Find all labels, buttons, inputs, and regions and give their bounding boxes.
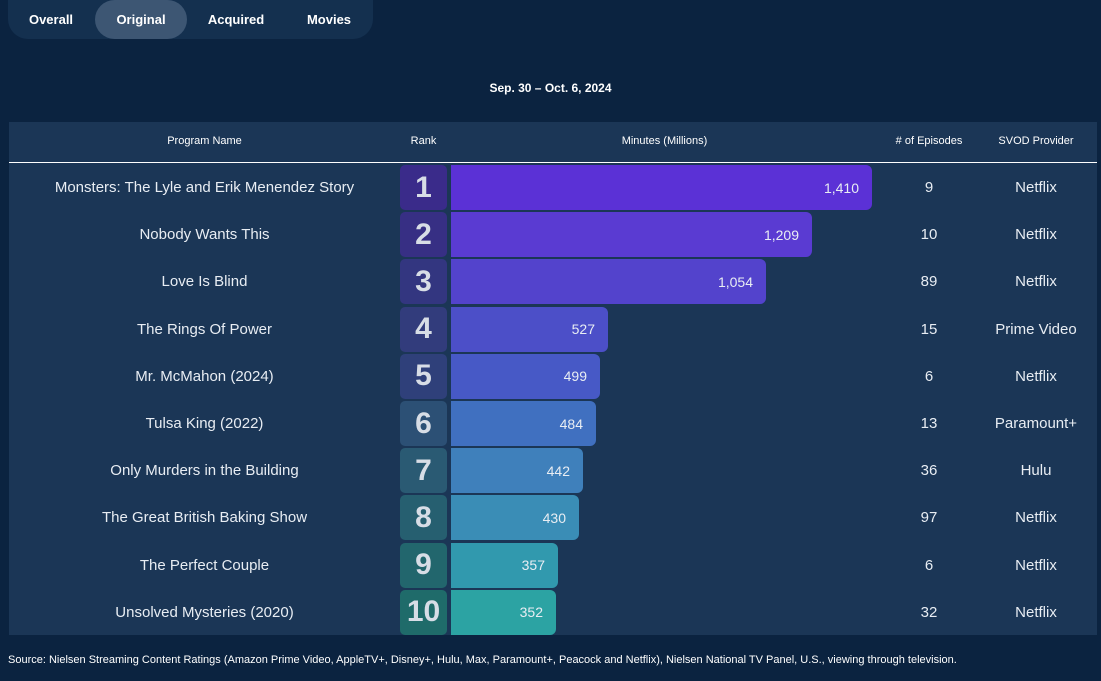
rank-badge: 10 [400,589,447,635]
minutes-bar [451,259,766,305]
episode-count: 10 [920,226,938,244]
minutes-bar [451,542,558,588]
minutes-value-label: 1,209 [763,226,799,243]
minutes-value-label: 430 [542,509,566,526]
rank-badge: 1 [400,165,447,210]
header-minutes: Minutes (Millions) [621,135,708,147]
table-row: Tulsa King (2022) 6 484 13 Paramount+ [9,400,1097,447]
minutes-bar [451,589,556,635]
episode-count: 13 [920,415,938,432]
minutes-bar [451,165,872,210]
table-row: Mr. McMahon (2024) 5 499 6 Netflix [9,353,1097,400]
minutes-bar [451,495,579,541]
rank-badge: 7 [400,448,447,494]
episode-count: 9 [924,179,934,196]
header-episodes: # of Episodes [895,135,963,147]
rank-badge: 4 [400,306,447,352]
svod-provider: Netflix [1015,179,1057,196]
program-name: Monsters: The Lyle and Erik Menendez Sto… [54,179,355,196]
tab-movies[interactable]: Movies [306,12,352,27]
minutes-value-label: 352 [519,604,543,621]
table-row: Nobody Wants This 2 1,209 10 Netflix [9,211,1097,258]
episode-count: 97 [920,509,938,527]
rank-badge: 2 [400,212,447,258]
program-name: Love Is Blind [161,273,248,291]
minutes-bar [451,448,583,494]
rank-badge: 5 [400,353,447,399]
table-row: Monsters: The Lyle and Erik Menendez Sto… [9,164,1097,211]
svod-provider: Netflix [1015,273,1057,291]
minutes-value-label: 442 [546,462,570,479]
minutes-bar [451,353,600,399]
date-range: Sep. 30 – Oct. 6, 2024 [489,81,612,95]
program-name: Unsolved Mysteries (2020) [115,603,294,621]
source-note: Source: Nielsen Streaming Content Rating… [8,654,957,666]
svod-provider: Prime Video [995,320,1077,338]
program-name: The Perfect Couple [139,556,270,574]
minutes-bar [451,401,596,446]
rank-badge: 3 [400,259,447,305]
minutes-value-label: 1,054 [717,273,753,290]
minutes-value-label: 1,410 [823,179,859,196]
minutes-value-label: 357 [521,557,545,574]
table-row: The Rings Of Power 4 527 15 Prime Video [9,306,1097,353]
program-name: The Rings Of Power [136,320,273,338]
program-name: Only Murders in the Building [110,462,299,480]
program-name: Mr. McMahon (2024) [135,367,274,385]
rank-badge: 9 [400,542,447,588]
program-name: Tulsa King (2022) [145,415,264,432]
episode-count: 6 [924,556,934,574]
episode-count: 32 [920,603,938,621]
episode-count: 36 [920,462,938,480]
table-row: Love Is Blind 3 1,054 89 Netflix [9,258,1097,305]
minutes-value-label: 499 [563,368,587,385]
svod-provider: Paramount+ [994,415,1078,432]
category-tabs: Overall Original Acquired Movies [8,0,373,39]
header-provider: SVOD Provider [998,135,1074,147]
minutes-bar [451,306,608,352]
program-name: The Great British Baking Show [101,509,308,527]
tab-original[interactable]: Original [95,0,187,39]
table-row: The Perfect Couple 9 357 6 Netflix [9,542,1097,589]
program-name: Nobody Wants This [139,226,270,244]
header-program-name: Program Name [167,135,242,147]
minutes-value-label: 527 [571,321,595,338]
rank-badge: 6 [400,401,447,446]
tab-acquired[interactable]: Acquired [207,12,265,27]
tab-overall[interactable]: Overall [28,12,74,27]
minutes-value-label: 484 [559,415,583,432]
table-row: Only Murders in the Building 7 442 36 Hulu [9,447,1097,494]
header-rank: Rank [410,135,437,147]
svod-provider: Netflix [1015,226,1057,244]
table-row: The Great British Baking Show 8 430 97 Netfl… [9,494,1097,541]
svod-provider: Netflix [1015,367,1057,385]
episode-count: 6 [924,367,934,385]
svod-provider: Hulu [1020,462,1052,480]
rank-badge: 8 [400,495,447,541]
svod-provider: Netflix [1015,603,1057,621]
episode-count: 15 [920,320,938,338]
episode-count: 89 [920,273,938,291]
svod-provider: Netflix [1015,556,1057,574]
ranking-table: Program Name Rank Minutes (Millions) # o… [9,122,1097,635]
table-row: Unsolved Mysteries (2020) 10 352 32 Netflix [9,589,1097,636]
svod-provider: Netflix [1015,509,1057,527]
table-header: Program Name Rank Minutes (Millions) # o… [9,122,1097,163]
minutes-bar [451,212,812,258]
